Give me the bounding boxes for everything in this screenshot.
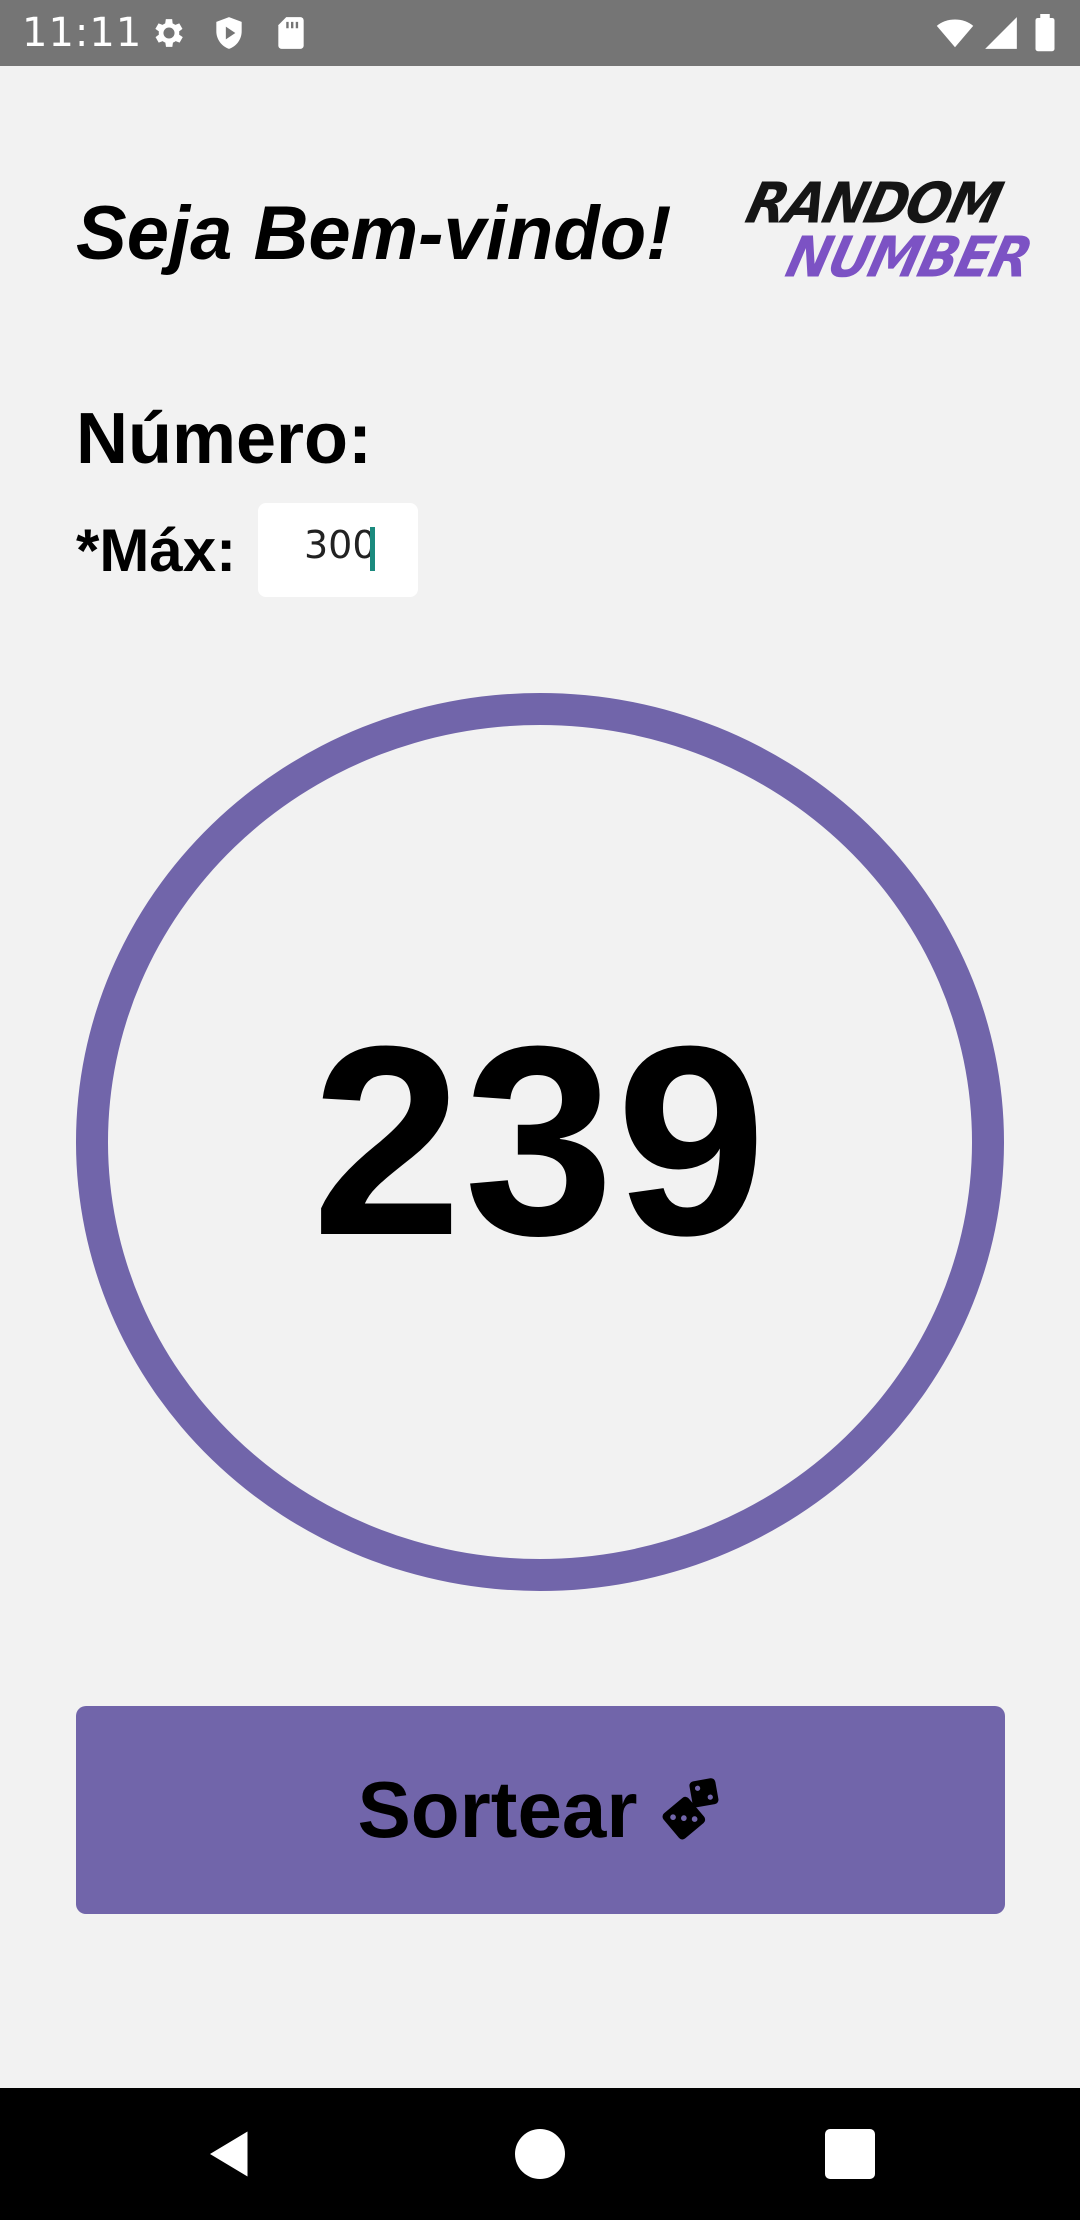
text-cursor (370, 527, 375, 571)
dice-icon (654, 1773, 724, 1843)
max-label: *Máx: (76, 517, 237, 584)
max-input[interactable]: 300 (258, 503, 418, 597)
recents-icon[interactable] (820, 2124, 880, 2184)
signal-icon (982, 14, 1020, 52)
shield-icon (210, 14, 248, 52)
wifi-icon (934, 14, 976, 52)
status-bar: 11:11 (0, 0, 1080, 66)
battery-icon (1030, 14, 1060, 52)
numero-label: Número: (76, 399, 373, 479)
random-number-logo: RANDOM NUMBER (740, 172, 1037, 292)
welcome-title: Seja Bem-vindo! (76, 191, 672, 276)
result-number: 239 (311, 991, 769, 1292)
sd-card-icon (272, 14, 310, 52)
max-input-value: 300 (304, 523, 377, 567)
logo-text-number: NUMBER (779, 225, 1037, 291)
status-time: 11:11 (22, 10, 143, 56)
navigation-bar (0, 2088, 1080, 2220)
back-icon[interactable] (200, 2124, 260, 2184)
home-icon[interactable] (510, 2124, 570, 2184)
gear-icon (150, 14, 188, 52)
sortear-button[interactable]: Sortear (76, 1706, 1005, 1914)
sortear-button-label: Sortear (357, 1765, 638, 1854)
